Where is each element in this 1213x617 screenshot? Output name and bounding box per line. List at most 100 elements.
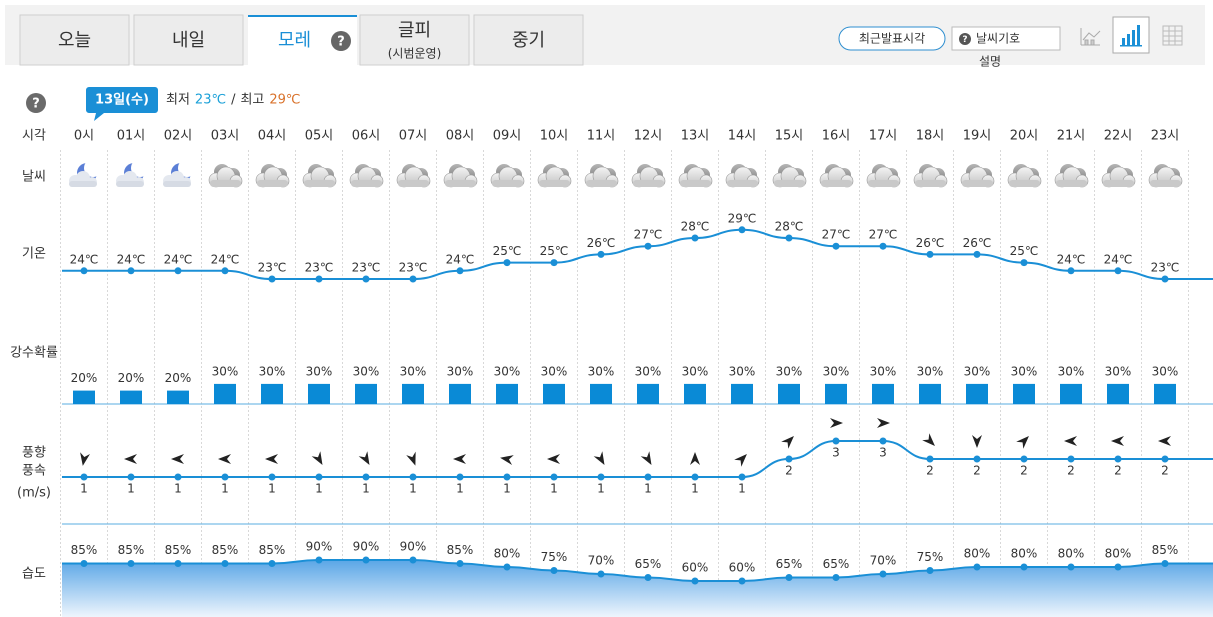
symbol-select-label[interactable]: 날씨기호: [976, 32, 1020, 46]
wind-speed-point: [221, 473, 229, 481]
weather-icon: [537, 164, 572, 188]
row-label: 풍향: [22, 446, 46, 461]
humidity-point: [1067, 563, 1075, 571]
cloud-part: [962, 180, 993, 187]
bar-view-icon: [1120, 25, 1142, 47]
wind-speed-point: [1020, 455, 1028, 463]
temperature-point: [832, 242, 840, 250]
wind-direction-arrow: [500, 455, 514, 465]
precipitation-label: 20%: [118, 371, 145, 385]
precipitation-bar: [778, 383, 800, 404]
cloud-part: [398, 180, 429, 187]
latest-button-label[interactable]: 최근발표시각: [859, 32, 925, 46]
tab[interactable]: [19, 14, 130, 66]
tab-label[interactable]: 내일: [172, 30, 205, 51]
humidity-point: [268, 560, 276, 567]
temperature-point: [550, 259, 558, 267]
hour-label: 08시: [446, 129, 475, 144]
temperature-label: 23℃: [352, 261, 381, 275]
humidity-label: 80%: [494, 547, 521, 561]
humidity-label: 85%: [212, 543, 239, 557]
wind-direction-arrow: [593, 451, 605, 466]
humidity-point: [1114, 563, 1122, 571]
precipitation-label: 30%: [353, 364, 380, 378]
wind-speed-label: 2: [973, 464, 981, 478]
precipitation-bar: [496, 383, 518, 404]
humidity-label: 80%: [1011, 547, 1038, 561]
weather-icon: [725, 164, 760, 188]
tab[interactable]: [133, 14, 244, 66]
weather-icon: [866, 164, 901, 188]
precipitation-label: 30%: [259, 364, 286, 378]
humidity-point: [1161, 560, 1169, 567]
latest-button[interactable]: [838, 26, 946, 51]
summary-max: 29℃: [269, 93, 300, 108]
hour-label: 18시: [916, 129, 945, 144]
precipitation-label: 30%: [447, 364, 474, 378]
wind-direction-arrow: [734, 454, 747, 467]
tab-label[interactable]: 중기: [512, 30, 545, 51]
temperature-label: 26℃: [587, 236, 616, 250]
humidity-label: 60%: [729, 561, 756, 575]
hour-label: 10시: [540, 129, 569, 144]
cloud-part: [1103, 180, 1134, 187]
wind-direction-arrow: [781, 436, 794, 449]
symbol-select[interactable]: [951, 26, 1061, 51]
humidity-area: [62, 560, 1213, 617]
weather-icon: [163, 159, 196, 187]
wind-speed-label: 1: [268, 482, 276, 496]
wind-speed-label: 2: [926, 464, 934, 478]
cloud-part: [1056, 180, 1087, 187]
temperature-point: [879, 242, 887, 250]
precipitation-bar: [919, 383, 941, 404]
precipitation-label: 30%: [400, 364, 427, 378]
wind-speed-label: 1: [738, 482, 746, 496]
weather-icon: [396, 164, 431, 188]
humidity-point: [503, 563, 511, 571]
temperature-label: 24℃: [211, 252, 240, 266]
tab[interactable]: [359, 14, 470, 66]
temperature-point: [80, 267, 88, 275]
temperature-label: 25℃: [540, 244, 569, 258]
humidity-point: [409, 556, 417, 564]
temperature-point: [268, 275, 276, 283]
tab-active-border: [248, 15, 357, 17]
hour-label: 0시: [74, 129, 94, 144]
table-grid: 0시 01시 02시 03시 04시 05시 06시 07시 08시 09시 10시 11시 12시 13…: [60, 129, 1213, 617]
wind-speed-point: [550, 473, 558, 481]
help-icon[interactable]: [26, 93, 46, 113]
table-view-icon[interactable]: [1162, 25, 1183, 46]
wind-speed-label: 1: [80, 482, 88, 496]
wind-speed-point: [738, 473, 746, 481]
wind-direction-arrow: [80, 452, 90, 466]
temperature-label: 23℃: [399, 261, 428, 275]
row-label: 강수확률: [10, 346, 58, 361]
humidity-point: [691, 577, 699, 585]
tab-label[interactable]: 모레: [278, 30, 311, 51]
precipitation-label: 30%: [635, 364, 662, 378]
humidity-point: [926, 567, 934, 574]
line-view-icon[interactable]: [1080, 28, 1101, 46]
wind-speed-point: [1161, 455, 1169, 463]
precipitation-bar: [966, 383, 988, 404]
temperature-point: [315, 275, 323, 283]
wind-speed-point: [127, 473, 135, 481]
wind-speed-label: 1: [550, 482, 558, 496]
temperature-point: [174, 267, 182, 275]
tab[interactable]: [473, 14, 584, 66]
bar-view-button[interactable]: [1112, 16, 1150, 54]
wind-speed-point: [597, 473, 605, 481]
humidity-point: [973, 563, 981, 571]
temperature-line: [83, 228, 1166, 280]
help-icon[interactable]: [959, 33, 971, 45]
humidity-label: 70%: [870, 554, 897, 568]
precipitation-bar: [543, 383, 565, 404]
weather-icon: [913, 164, 948, 188]
humidity-label: 85%: [1152, 543, 1179, 557]
hour-label: 13시: [681, 129, 710, 144]
humidity-label: 60%: [682, 561, 709, 575]
tab-label[interactable]: 오늘: [58, 30, 91, 51]
tab-label[interactable]: 글피: [398, 20, 431, 41]
humidity-label: 85%: [165, 543, 192, 557]
temperature-label: 24℃: [117, 252, 146, 266]
